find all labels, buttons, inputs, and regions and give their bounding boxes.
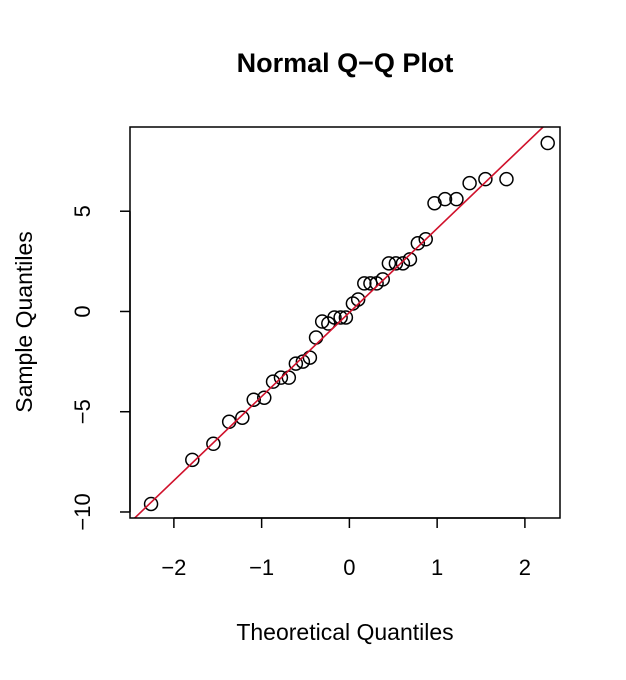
x-axis-label: Theoretical Quantiles [236,619,453,645]
data-point [333,310,348,325]
data-point [418,232,433,247]
data-point [281,370,297,385]
data-point [395,256,411,271]
y-tick-label: −5 [70,399,95,424]
data-point [410,236,426,251]
data-point [402,252,418,267]
x-tick-label: −1 [249,555,274,580]
chart-title: Normal Q−Q Plot [237,48,454,78]
data-point [350,292,366,307]
plot-area: −2 −1 0 1 2−10−505 [70,126,561,580]
data-point [381,256,397,271]
data-point [540,135,555,151]
data-point [265,374,281,389]
x-tick-label: 0 [343,555,355,580]
x-tick-label: −2 [161,555,186,580]
qq-reference-line [133,127,545,518]
data-point [295,354,311,369]
y-tick-label: −10 [70,493,95,530]
data-point [499,171,514,187]
data-point [338,310,354,325]
data-point [246,392,261,407]
data-point [437,191,453,207]
y-tick-label: 5 [70,205,95,217]
data-point [143,496,159,512]
data-point [327,310,342,325]
data-point [257,390,272,405]
data-point [288,356,304,371]
data-point [308,330,324,345]
data-point [478,171,493,187]
data-point [449,191,464,207]
data-point [375,272,390,287]
data-point [185,452,200,468]
data-point [462,175,477,191]
x-tick-label: 2 [519,555,531,580]
data-point [388,256,404,271]
data-point [221,414,237,430]
data-point [235,410,250,425]
data-point [206,436,221,452]
data-point [273,370,289,385]
data-point [427,195,442,211]
y-tick-label: 0 [70,305,95,317]
y-axis-label: Sample Quantiles [11,231,37,413]
x-tick-label: 1 [431,555,443,580]
